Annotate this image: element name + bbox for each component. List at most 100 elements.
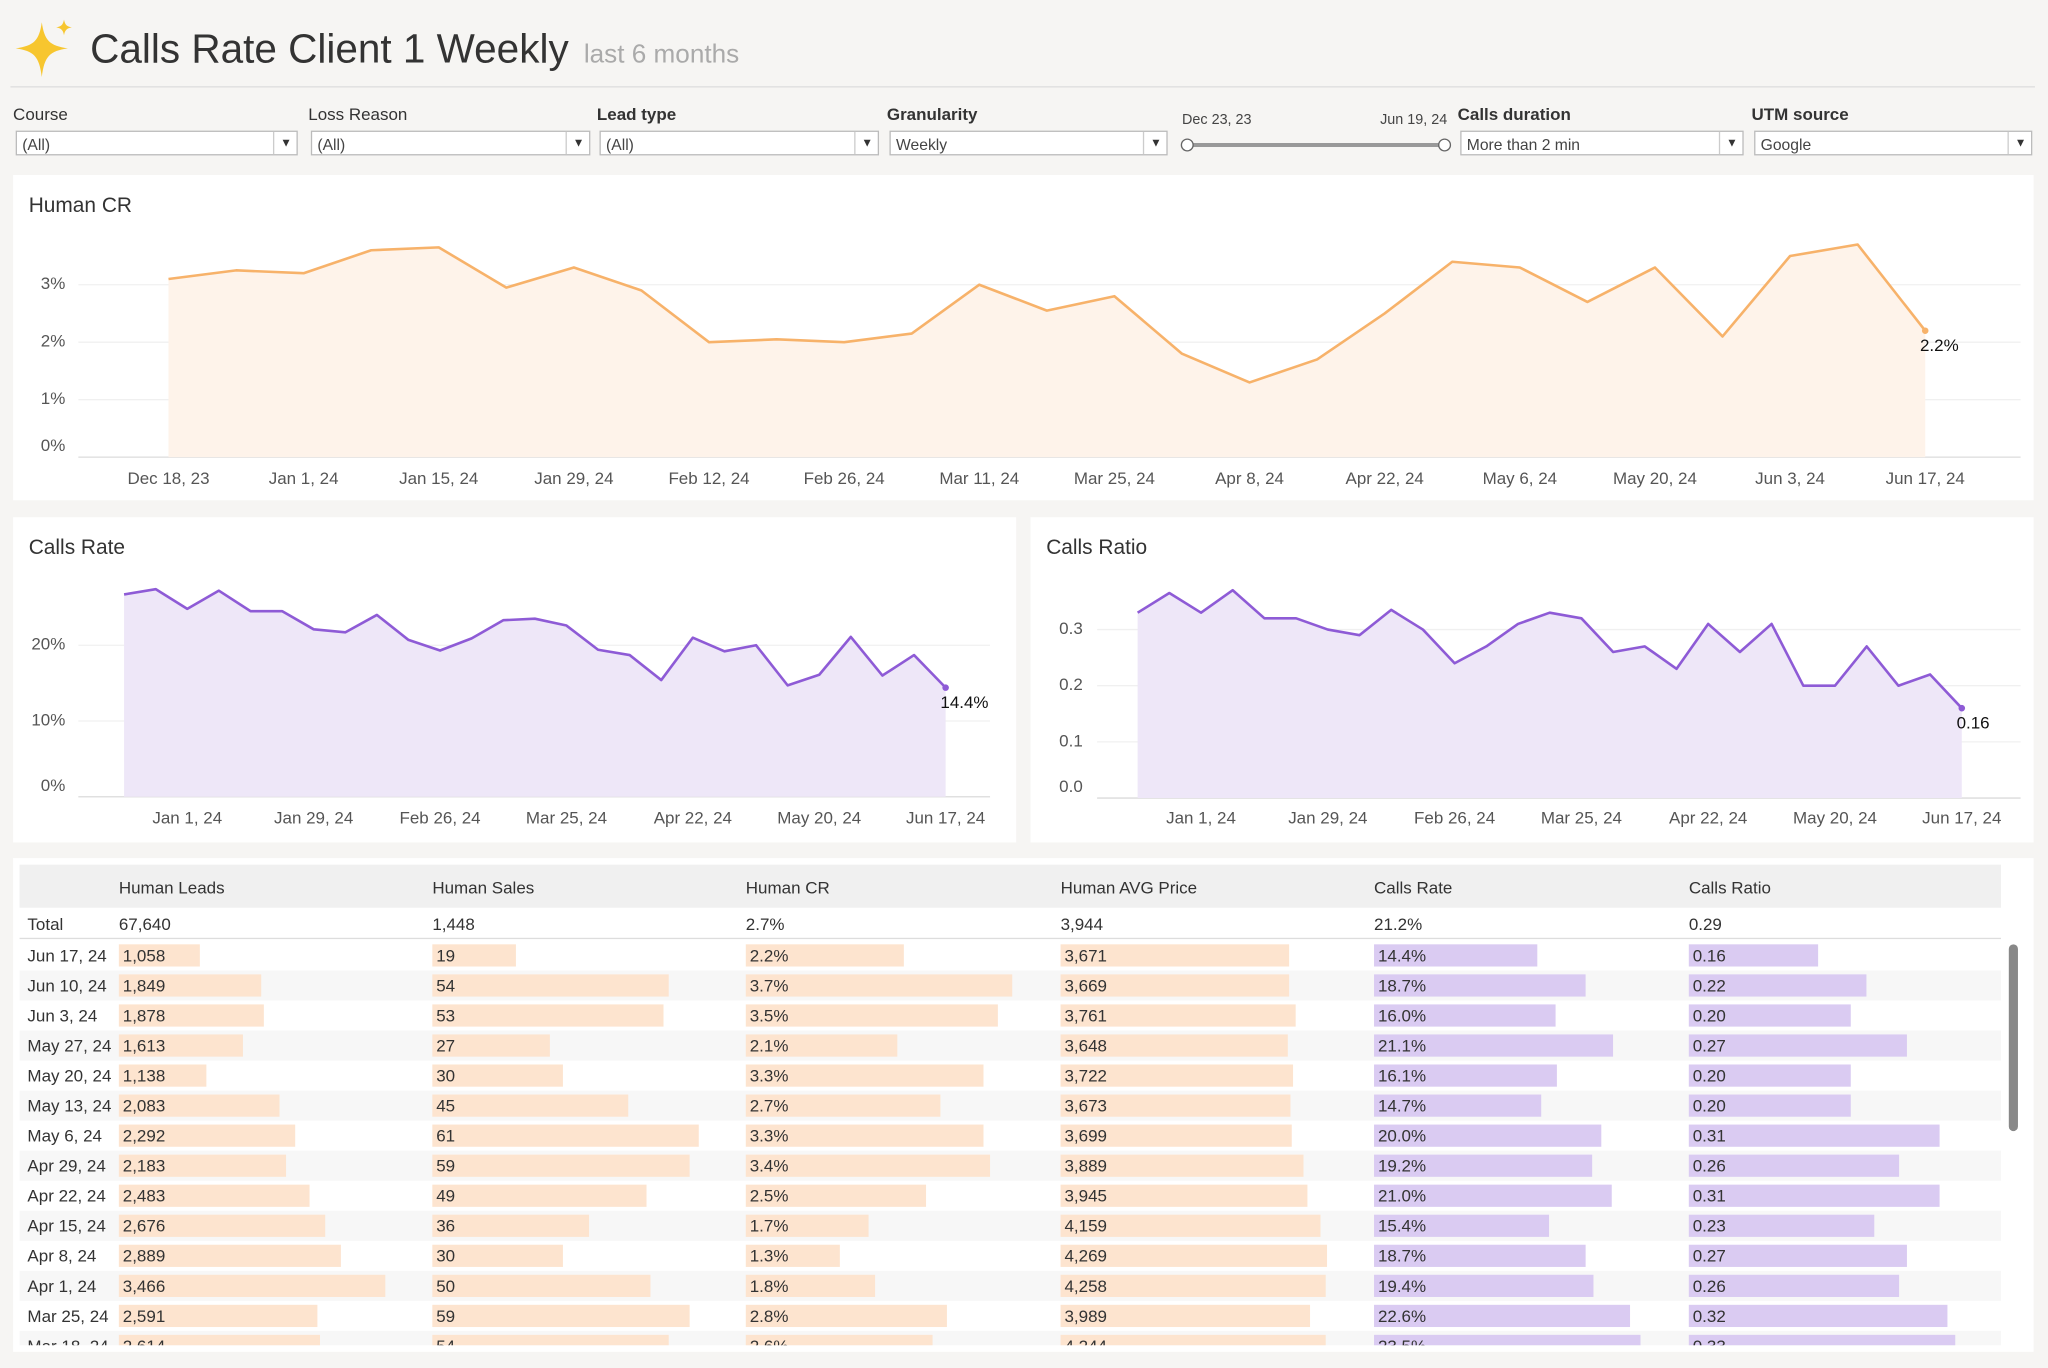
dropdown-arrow: ▼ bbox=[2007, 131, 2033, 155]
dashboard-title: Calls Rate Client 1 Weekly bbox=[90, 26, 569, 72]
chart-title: Human CR bbox=[29, 194, 132, 217]
cell-value: 54 bbox=[436, 975, 456, 996]
cell-value: 3,722 bbox=[1064, 1065, 1107, 1086]
row-label: Jun 3, 24 bbox=[27, 1005, 98, 1026]
row-label: Apr 1, 24 bbox=[27, 1276, 97, 1296]
cell-bar bbox=[1060, 1064, 1293, 1087]
cell-value: 50 bbox=[436, 1276, 456, 1296]
y-tick-label: 0% bbox=[41, 436, 66, 455]
cell-value: 2,083 bbox=[122, 1095, 166, 1116]
cell-value: 54 bbox=[436, 1336, 455, 1345]
cell-value: 3,945 bbox=[1064, 1185, 1107, 1206]
total-cell: 2.7% bbox=[745, 914, 785, 934]
cell-bar bbox=[1060, 1274, 1327, 1297]
cell-bar bbox=[1374, 1214, 1549, 1237]
sparkle-icon bbox=[15, 19, 72, 78]
x-tick-label: Jan 29, 24 bbox=[534, 469, 613, 488]
filter-dropdown[interactable]: (All) ▼ bbox=[599, 130, 880, 156]
cell-value: 19.2% bbox=[1377, 1155, 1427, 1176]
cell-bar bbox=[118, 944, 201, 967]
cell-value: 0.20 bbox=[1692, 1095, 1726, 1116]
cell-value: 19.4% bbox=[1377, 1276, 1427, 1296]
cell-value: 0.22 bbox=[1692, 975, 1726, 996]
cell-bar bbox=[745, 1184, 926, 1207]
scrollbar[interactable] bbox=[2008, 944, 2018, 1132]
cell-bar bbox=[1060, 1004, 1296, 1027]
x-tick-label: Jan 29, 24 bbox=[1288, 808, 1367, 827]
value-label: 0.16 bbox=[1957, 713, 1990, 732]
cell-value: 2,591 bbox=[122, 1306, 166, 1326]
row-label: Jun 17, 24 bbox=[27, 945, 107, 966]
cell-bar bbox=[1374, 1154, 1592, 1177]
row-label: Jun 10, 24 bbox=[27, 975, 107, 996]
cell-value: 0.26 bbox=[1692, 1155, 1726, 1176]
cell-value: 30 bbox=[436, 1246, 456, 1266]
cell-value: 21.0% bbox=[1377, 1185, 1427, 1206]
cell-bar bbox=[1374, 1094, 1541, 1117]
cell-value: 16.0% bbox=[1377, 1005, 1427, 1026]
filter-dropdown[interactable]: Weekly ▼ bbox=[889, 130, 1168, 156]
cell-bar bbox=[432, 1304, 691, 1328]
filter-dropdown[interactable]: More than 2 min ▼ bbox=[1460, 130, 1744, 156]
x-tick-label: Jun 17, 24 bbox=[1886, 469, 1965, 488]
cell-bar bbox=[1374, 1064, 1557, 1087]
cell-bar bbox=[1688, 974, 1867, 997]
cell-bar bbox=[745, 1154, 991, 1177]
x-tick-label: May 20, 24 bbox=[777, 808, 861, 827]
cell-bar bbox=[745, 1214, 869, 1237]
cell-bar bbox=[432, 1274, 651, 1297]
cell-value: 3,466 bbox=[122, 1276, 166, 1296]
date-slider[interactable] bbox=[1176, 133, 1457, 157]
dropdown-arrow: ▼ bbox=[854, 131, 879, 155]
column-header: Calls Ratio bbox=[1688, 877, 1771, 898]
cell-bar bbox=[1060, 1184, 1307, 1207]
cell-bar bbox=[1060, 1034, 1289, 1057]
cell-bar bbox=[1688, 1034, 1907, 1057]
total-cell: 21.2% bbox=[1374, 914, 1423, 934]
filter-dropdown[interactable]: (All) ▼ bbox=[310, 130, 591, 156]
cell-bar bbox=[1374, 1184, 1613, 1207]
cell-value: 23.5% bbox=[1378, 1336, 1426, 1345]
area bbox=[124, 589, 946, 797]
total-cell: 0.29 bbox=[1688, 914, 1722, 934]
cell-bar bbox=[1688, 1214, 1875, 1237]
total-cell: 67,640 bbox=[118, 914, 171, 934]
cell-value: 2.8% bbox=[749, 1306, 789, 1326]
cell-bar bbox=[432, 1184, 647, 1207]
filter-value: Google bbox=[1760, 135, 1812, 155]
cell-bar bbox=[745, 1334, 934, 1346]
cell-value: 3,648 bbox=[1064, 1035, 1107, 1056]
cell-value: 59 bbox=[436, 1155, 456, 1176]
cell-value: 0.20 bbox=[1692, 1065, 1726, 1086]
x-tick-label: May 20, 24 bbox=[1613, 469, 1697, 488]
y-tick-label: 1% bbox=[41, 389, 66, 408]
dropdown-arrow: ▼ bbox=[272, 131, 298, 155]
cell-bar bbox=[745, 1004, 998, 1027]
cell-value: 0.31 bbox=[1692, 1125, 1726, 1146]
cell-bar bbox=[118, 1094, 279, 1117]
cell-bar bbox=[118, 1244, 341, 1267]
table-panel: Human Leads Human Sales Human CR Human AVG … bbox=[13, 858, 2034, 1352]
filter-dropdown[interactable]: (All) ▼ bbox=[15, 130, 298, 156]
cell-value: 3,699 bbox=[1064, 1125, 1107, 1146]
cell-bar bbox=[118, 1214, 325, 1237]
cell-bar bbox=[432, 1064, 564, 1087]
cell-bar bbox=[118, 1064, 207, 1087]
x-tick-label: Jun 17, 24 bbox=[906, 808, 985, 827]
cell-value: 3,889 bbox=[1064, 1155, 1107, 1176]
row-label: May 13, 24 bbox=[27, 1095, 112, 1116]
cell-value: 0.31 bbox=[1692, 1185, 1726, 1206]
cell-bar bbox=[432, 1094, 629, 1117]
cell-bar bbox=[745, 1274, 876, 1297]
cell-bar bbox=[1060, 1154, 1304, 1177]
cell-bar bbox=[432, 944, 516, 967]
x-tick-label: Mar 25, 24 bbox=[526, 808, 607, 827]
filter-dropdown[interactable]: Google ▼ bbox=[1754, 130, 2033, 156]
cell-bar bbox=[1688, 944, 1818, 967]
cell-value: 2,483 bbox=[122, 1185, 166, 1206]
cell-bar bbox=[1060, 1244, 1328, 1267]
cell-bar bbox=[1060, 1304, 1310, 1328]
cell-bar bbox=[1688, 1064, 1851, 1087]
